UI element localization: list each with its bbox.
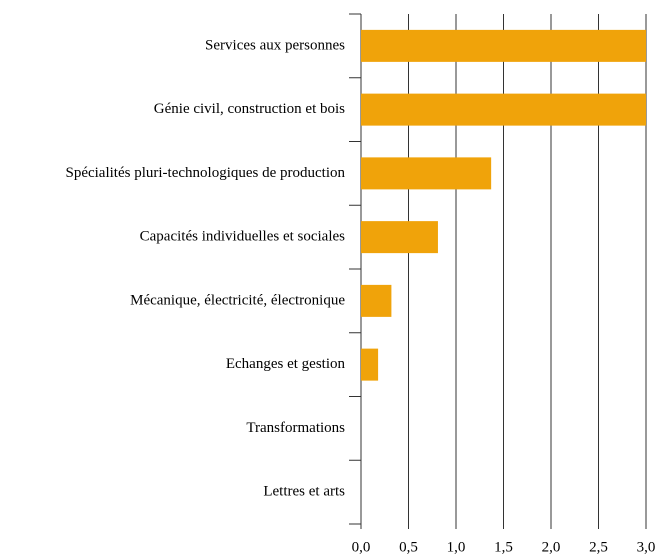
y-tick-label: Capacités individuelles et sociales xyxy=(140,229,346,245)
y-tick-label: Services aux personnes xyxy=(205,37,345,53)
y-tick-label: Génie civil, construction et bois xyxy=(154,101,345,117)
y-tick-label: Lettres et arts xyxy=(263,484,345,500)
x-tick-label: 1,5 xyxy=(494,539,513,555)
x-tick-label: 2,0 xyxy=(542,539,561,555)
x-tick-label: 1,0 xyxy=(447,539,466,555)
y-tick-label: Spécialités pluri-technologiques de prod… xyxy=(65,165,345,181)
bar xyxy=(361,29,646,62)
y-tick-label: Transformations xyxy=(246,420,345,436)
x-tick-label: 0,0 xyxy=(352,539,371,555)
y-tick-label: Mécanique, électricité, électronique xyxy=(130,292,345,308)
y-tick-label: Echanges et gestion xyxy=(226,356,346,372)
bar xyxy=(361,348,379,381)
bar xyxy=(361,93,646,126)
x-tick-label: 3,0 xyxy=(637,539,656,555)
bar xyxy=(361,221,438,254)
bar xyxy=(361,284,392,317)
bar xyxy=(361,157,492,190)
x-tick-label: 2,5 xyxy=(589,539,608,555)
x-tick-label: 0,5 xyxy=(399,539,418,555)
